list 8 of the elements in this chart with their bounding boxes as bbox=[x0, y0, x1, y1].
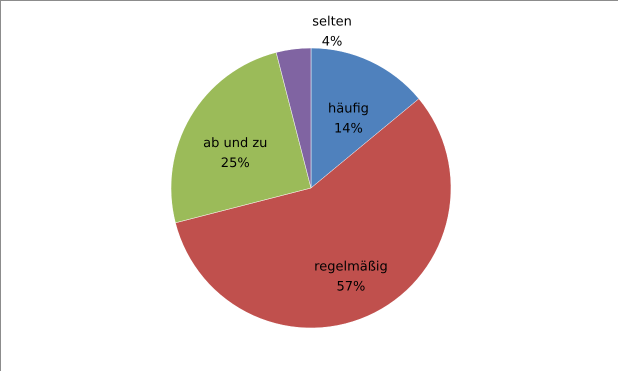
slice-label: ab und zu bbox=[203, 136, 268, 152]
data-label: 4% bbox=[322, 34, 342, 50]
data-label: 14% bbox=[334, 121, 363, 136]
slice-label: häufig bbox=[328, 101, 369, 116]
data-label: 25% bbox=[220, 156, 250, 172]
slice-label: regelmäßig bbox=[314, 259, 388, 274]
slice-label: selten bbox=[312, 14, 352, 30]
data-label: 57% bbox=[336, 279, 366, 294]
